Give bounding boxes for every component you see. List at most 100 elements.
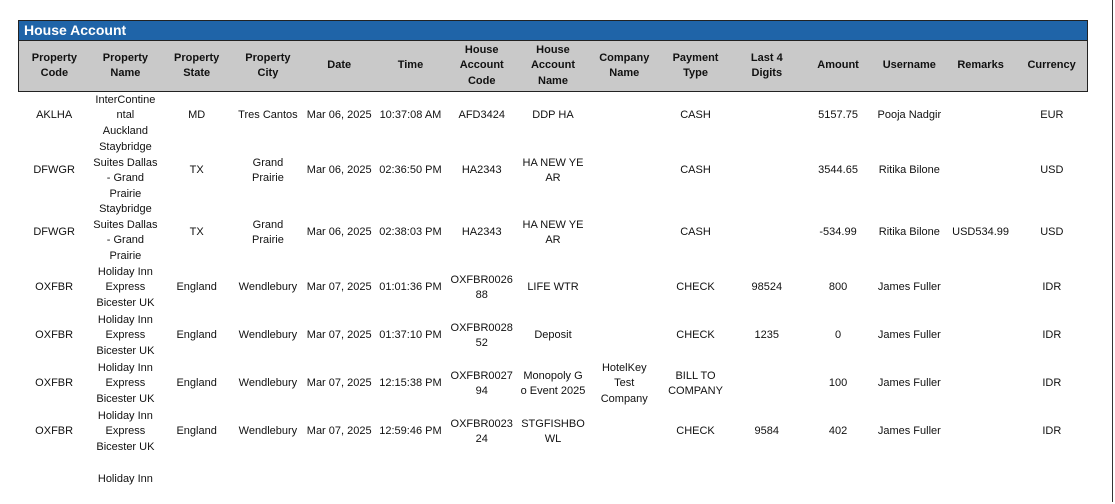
table-cell: Holiday Inn Express Bicester UK <box>90 312 161 360</box>
table-cell: Staybridge Suites Dallas - Grand Prairie <box>90 202 161 264</box>
table-cell: Tres Cantos <box>232 92 303 141</box>
table-cell: England <box>161 312 232 360</box>
table-cell: USD534.99 <box>945 202 1016 264</box>
table-row: Holiday Inn <box>19 456 1088 504</box>
table-cell: HA2343 <box>446 140 517 202</box>
table-cell: England <box>161 264 232 312</box>
table-cell: Wendlebury <box>232 408 303 456</box>
table-cell: STGFISHBOWL <box>517 408 588 456</box>
table-cell: HA NEW YEAR <box>517 202 588 264</box>
table-cell <box>375 456 446 504</box>
table-cell: OXFBR002324 <box>446 408 517 456</box>
table-cell: IDR <box>1016 312 1087 360</box>
table-cell: 100 <box>802 360 873 408</box>
column-header: Property City <box>232 41 303 92</box>
column-header: House Account Name <box>517 41 588 92</box>
table-cell <box>874 456 945 504</box>
table-cell: 02:38:03 PM <box>375 202 446 264</box>
page-border <box>1112 0 1113 502</box>
table-cell <box>232 456 303 504</box>
table-cell: Staybridge Suites Dallas - Grand Prairie <box>90 140 161 202</box>
table-cell <box>731 456 802 504</box>
table-cell: 402 <box>802 408 873 456</box>
table-cell <box>945 312 1016 360</box>
table-cell: 12:15:38 PM <box>375 360 446 408</box>
table-cell: Wendlebury <box>232 312 303 360</box>
table-cell: Grand Prairie <box>232 140 303 202</box>
table-cell: Deposit <box>517 312 588 360</box>
table-cell <box>945 264 1016 312</box>
column-header: Date <box>304 41 375 92</box>
table-cell <box>731 92 802 141</box>
table-cell <box>589 456 660 504</box>
table-cell: Mar 07, 2025 <box>304 264 375 312</box>
table-cell: Holiday Inn Express Bicester UK <box>90 408 161 456</box>
table-cell: 800 <box>802 264 873 312</box>
table-cell: TX <box>161 202 232 264</box>
column-header: Company Name <box>589 41 660 92</box>
table-cell: England <box>161 408 232 456</box>
table-cell: 1235 <box>731 312 802 360</box>
table-cell <box>945 360 1016 408</box>
table-cell: 5157.75 <box>802 92 873 141</box>
table-cell <box>945 92 1016 141</box>
column-header: Username <box>874 41 945 92</box>
table-cell <box>731 360 802 408</box>
table-cell: EUR <box>1016 92 1087 141</box>
table-cell: Holiday Inn <box>90 456 161 504</box>
table-cell <box>589 312 660 360</box>
column-header: Property Name <box>90 41 161 92</box>
table-cell: Monopoly Go Event 2025 <box>517 360 588 408</box>
table-cell: Mar 06, 2025 <box>304 92 375 141</box>
column-header: Payment Type <box>660 41 731 92</box>
table-cell: 12:59:46 PM <box>375 408 446 456</box>
table-cell: Mar 06, 2025 <box>304 140 375 202</box>
column-header: Property Code <box>19 41 90 92</box>
table-cell <box>19 456 90 504</box>
table-cell: CASH <box>660 140 731 202</box>
table-cell <box>802 456 873 504</box>
table-cell: James Fuller <box>874 408 945 456</box>
table-cell: Holiday Inn Express Bicester UK <box>90 360 161 408</box>
table-cell: Wendlebury <box>232 360 303 408</box>
table-cell <box>945 140 1016 202</box>
table-cell: James Fuller <box>874 312 945 360</box>
table-cell: IDR <box>1016 408 1087 456</box>
table-cell: AKLHA <box>19 92 90 141</box>
table-cell: BILL TO COMPANY <box>660 360 731 408</box>
table-cell: CASH <box>660 92 731 141</box>
table-cell: InterContinental Auckland <box>90 92 161 141</box>
table-cell: DDP HA <box>517 92 588 141</box>
table-cell: DFWGR <box>19 202 90 264</box>
table-cell: James Fuller <box>874 264 945 312</box>
table-cell: 02:36:50 PM <box>375 140 446 202</box>
table-cell: 98524 <box>731 264 802 312</box>
column-header: Currency <box>1016 41 1087 92</box>
table-cell: HA NEW YEAR <box>517 140 588 202</box>
table-cell: Mar 07, 2025 <box>304 360 375 408</box>
table-cell: Ritika Bilone <box>874 202 945 264</box>
table-cell: IDR <box>1016 360 1087 408</box>
table-cell: IDR <box>1016 264 1087 312</box>
table-cell: Wendlebury <box>232 264 303 312</box>
table-cell <box>304 456 375 504</box>
table-cell: James Fuller <box>874 360 945 408</box>
column-header: Time <box>375 41 446 92</box>
table-cell: 9584 <box>731 408 802 456</box>
table-cell: 0 <box>802 312 873 360</box>
table-cell: 10:37:08 AM <box>375 92 446 141</box>
column-header: House Account Code <box>446 41 517 92</box>
column-header: Amount <box>802 41 873 92</box>
table-cell <box>731 202 802 264</box>
table-cell <box>161 456 232 504</box>
table-cell: 3544.65 <box>802 140 873 202</box>
table-cell: CHECK <box>660 264 731 312</box>
table-cell: -534.99 <box>802 202 873 264</box>
table-cell <box>589 408 660 456</box>
table-cell: OXFBR <box>19 360 90 408</box>
table-cell: England <box>161 360 232 408</box>
table-cell <box>660 456 731 504</box>
